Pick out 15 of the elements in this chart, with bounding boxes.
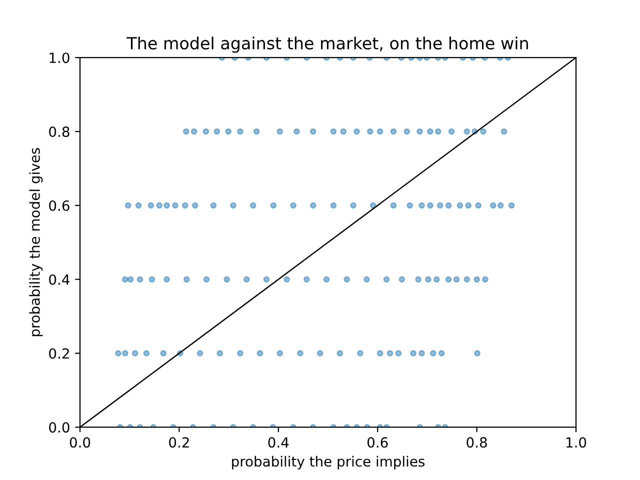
x-tick-label: 0.2 [169, 437, 189, 448]
y-tick-label: 0.2 [49, 348, 69, 359]
x-tick-label: 0.4 [268, 437, 289, 448]
y-axis-title: probability the model gives [29, 148, 43, 336]
y-tick-label: 0.6 [49, 200, 70, 211]
y-tick-label: 0.4 [49, 274, 70, 285]
y-tick-label: 0.8 [49, 126, 70, 137]
x-tick-label: 0.6 [367, 437, 388, 448]
x-tick-label: 0.0 [70, 437, 90, 448]
x-axis-title: probability the price implies [232, 456, 425, 470]
y-tick-label: 0.0 [49, 422, 70, 433]
x-tick-label: 0.8 [466, 437, 487, 448]
x-tick-label: 1.0 [566, 437, 586, 448]
chart-title: The model against the market, on the home win [126, 36, 528, 53]
y-tick-label: 1.0 [50, 52, 70, 64]
